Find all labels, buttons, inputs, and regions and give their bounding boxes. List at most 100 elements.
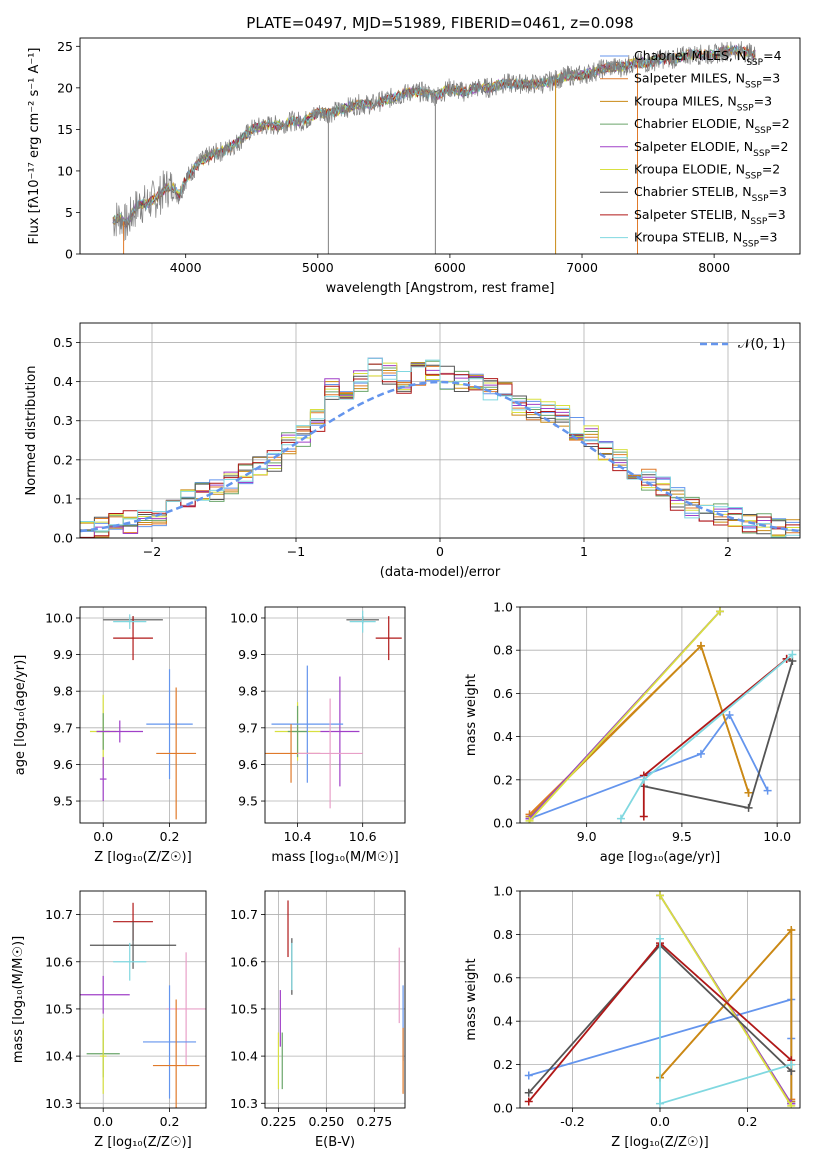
y-tick-label: 9.9 (238, 647, 258, 662)
plus-marker (787, 1060, 796, 1069)
errorbar-point (96, 720, 143, 743)
panel-5: 9.0 9.5 10.0 0.0 0.2 0.4 0.6 0.8 1.0 age [log₁₀(a… (464, 600, 801, 865)
errorbar-point (99, 1018, 107, 1094)
y-tick-label: 9.7 (238, 720, 258, 735)
y-tick-label: 0 (65, 247, 73, 262)
x-tick-label: 2 (724, 544, 732, 559)
panel-7: 0.225 0.250 0.275 10.3 10.4 10.5 10.6 10.7 E(B-V… (230, 890, 406, 1150)
x-tick-label: -0.2 (560, 1114, 584, 1129)
plot-area (277, 900, 404, 1094)
y-tick-label: 0.8 (493, 927, 513, 942)
plus-marker (524, 1088, 533, 1097)
y-axis-label: mass weight (464, 674, 479, 756)
x-tick-label: 0.250 (308, 1114, 344, 1129)
x-tick-label: 0.2 (160, 829, 180, 844)
x-axis-label: Z [log₁₀(Z/Z☉)] (94, 1135, 191, 1150)
legend-label-subscript: SSP (754, 126, 771, 136)
plus-marker (616, 814, 625, 823)
x-tick-label: 0.275 (356, 1114, 392, 1129)
legend-label: Kroupa STELIB, NSSP=3 (634, 230, 778, 250)
y-tick-label: 9.6 (53, 757, 73, 772)
x-tick-label: 4000 (170, 260, 202, 275)
plot-area (525, 607, 797, 823)
plus-marker (656, 934, 664, 943)
y-axis-label: mass weight (464, 958, 479, 1040)
y-tick-label: 0.3 (53, 413, 73, 428)
y-axis-label: mass [log₁₀(M/M☉)] (11, 936, 26, 1063)
legend-label-suffix: =3 (769, 184, 787, 199)
legend-label-subscript: SSP (750, 217, 767, 227)
chart-title: PLATE=0497, MJD=51989, FIBERID=0461, z=0… (246, 14, 633, 32)
plot-area (89, 614, 197, 820)
y-tick-label: 9.5 (53, 794, 73, 809)
legend-label: Chabrier STELIB, NSSP=3 (634, 184, 787, 204)
plot-area (265, 610, 402, 809)
x-tick-label: 0.0 (93, 1114, 113, 1129)
y-tick-label: 10.7 (45, 907, 73, 922)
legend-label-text: Chabrier STELIB, N (634, 184, 752, 199)
legend-label-text: Salpeter ELODIE, N (634, 139, 753, 154)
y-tick-label: 0.2 (493, 772, 513, 787)
legend-label: Kroupa MILES, NSSP=3 (634, 93, 772, 113)
mass-weight-line (528, 644, 750, 818)
legend-label: 𝒩(0, 1) (738, 337, 785, 352)
y-tick-label: 20 (57, 80, 73, 95)
legend-label-subscript: SSP (745, 172, 762, 182)
plus-marker (787, 926, 796, 935)
y-tick-label: 0.6 (493, 686, 513, 701)
plus-marker (788, 650, 797, 659)
y-tick-label: 5 (65, 205, 73, 220)
axes-frame (79, 606, 207, 824)
plus-marker (744, 803, 753, 812)
errorbar-point (113, 942, 147, 981)
y-tick-label: 10.3 (45, 1096, 73, 1111)
axes-frame (519, 606, 801, 824)
x-tick-label: 9.5 (672, 829, 692, 844)
errorbar-point (99, 757, 107, 802)
legend-label: Chabrier MILES, NSSP=4 (634, 48, 782, 68)
plus-marker (696, 749, 705, 758)
axes-frame (264, 606, 406, 824)
y-tick-label: 10.4 (230, 1049, 258, 1064)
panel-8: -0.2 0.0 0.2 0.0 0.2 0.4 0.6 0.8 1.0 Z [log₁₀(Z/Z… (464, 884, 801, 1150)
data-spectrum-line (112, 41, 757, 242)
x-tick-label: 0.0 (93, 829, 113, 844)
y-tick-label: 9.5 (238, 794, 258, 809)
x-axis-label: Z [log₁₀(Z/Z☉)] (94, 850, 191, 865)
y-tick-label: 9.9 (53, 647, 73, 662)
legend-label-subscript: SSP (742, 240, 759, 250)
legend-label-text: Kroupa MILES, N (634, 93, 737, 108)
plus-marker (639, 812, 648, 821)
y-tick-label: 25 (57, 39, 73, 54)
plot-area (80, 357, 800, 538)
y-tick-label: 10.7 (230, 907, 258, 922)
x-axis-label: mass [log₁₀(M/M☉)] (271, 850, 398, 865)
plus-marker (787, 1101, 796, 1108)
mass-weight-line (529, 713, 769, 820)
y-tick-label: 10.5 (230, 1001, 258, 1016)
y-tick-label: 0.0 (493, 816, 513, 831)
y-tick-label: 0.6 (493, 970, 513, 985)
plus-marker (524, 1097, 533, 1106)
legend-label-suffix: =4 (763, 48, 781, 63)
errorbar-point (89, 921, 177, 969)
y-tick-label: 0.5 (53, 335, 73, 350)
errorbar-point (152, 999, 200, 1108)
axes-frame (519, 890, 801, 1109)
legend-label: Salpeter STELIB, NSSP=3 (634, 207, 786, 227)
legend-label-suffix: =3 (762, 71, 780, 86)
y-tick-label: 0.1 (53, 491, 73, 506)
y-tick-label: 10.0 (45, 610, 73, 625)
plus-marker (639, 775, 648, 784)
y-tick-label: 9.6 (238, 757, 258, 772)
x-tick-label: 9.0 (577, 829, 597, 844)
legend-label-subscript: SSP (746, 58, 763, 68)
legend-label-subscript: SSP (753, 149, 770, 159)
errorbar-point (166, 952, 206, 1066)
y-tick-label: 10.6 (230, 954, 258, 969)
plus-marker (725, 711, 734, 719)
mass-weight-line (528, 610, 721, 822)
y-tick-label: 10.5 (45, 1001, 73, 1016)
x-tick-label: 1 (580, 544, 588, 559)
